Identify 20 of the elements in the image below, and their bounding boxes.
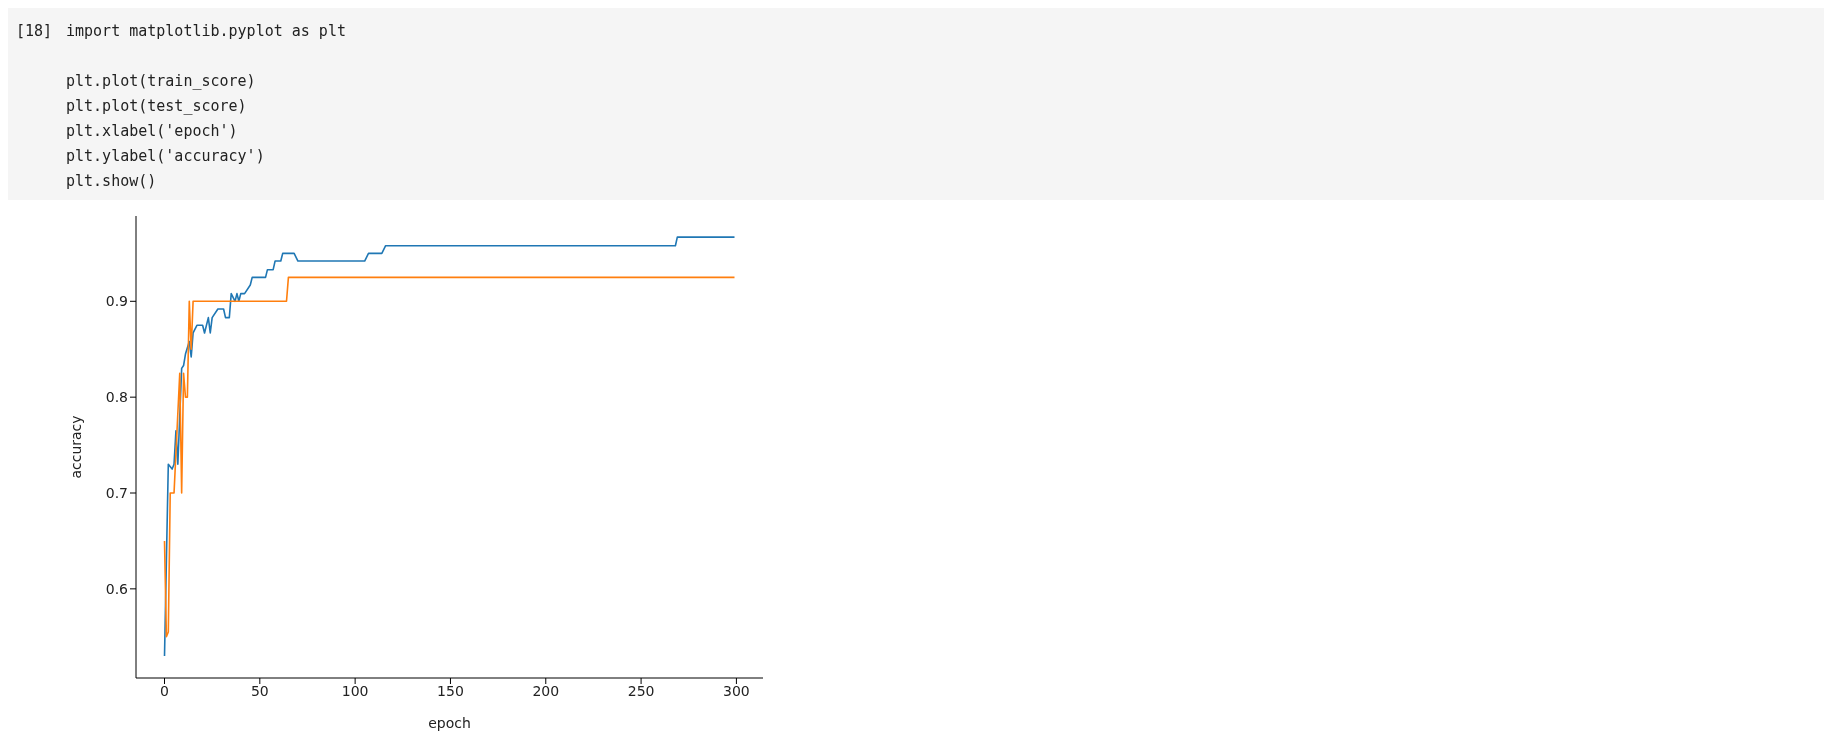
x-tick-label: 0 [160, 682, 169, 699]
x-tick-label: 50 [250, 682, 269, 699]
text: plt.plot(test_score) [66, 97, 247, 115]
text: plt.show() [66, 172, 157, 190]
x-axis-title: epoch [428, 715, 471, 731]
text: plt.ylabel('accuracy') [66, 147, 265, 165]
x-tick-label: 300 [723, 682, 750, 699]
x-tick-label: 150 [437, 682, 464, 699]
text: [18] [16, 22, 53, 40]
y-tick-label: 0.7 [105, 484, 128, 501]
text: plt.plot(train_score) [66, 72, 256, 90]
text: plt.xlabel('epoch') [66, 122, 238, 140]
y-axis-title: accuracy [67, 415, 84, 479]
x-tick-label: 100 [341, 682, 369, 699]
text: import matplotlib.pyplot as plt [66, 22, 346, 40]
x-tick-label: 250 [627, 682, 655, 699]
y-tick-label: 0.8 [105, 389, 128, 406]
x-tick-label: 200 [532, 682, 560, 699]
y-tick-label: 0.9 [105, 293, 128, 310]
y-tick-label: 0.6 [105, 580, 129, 597]
